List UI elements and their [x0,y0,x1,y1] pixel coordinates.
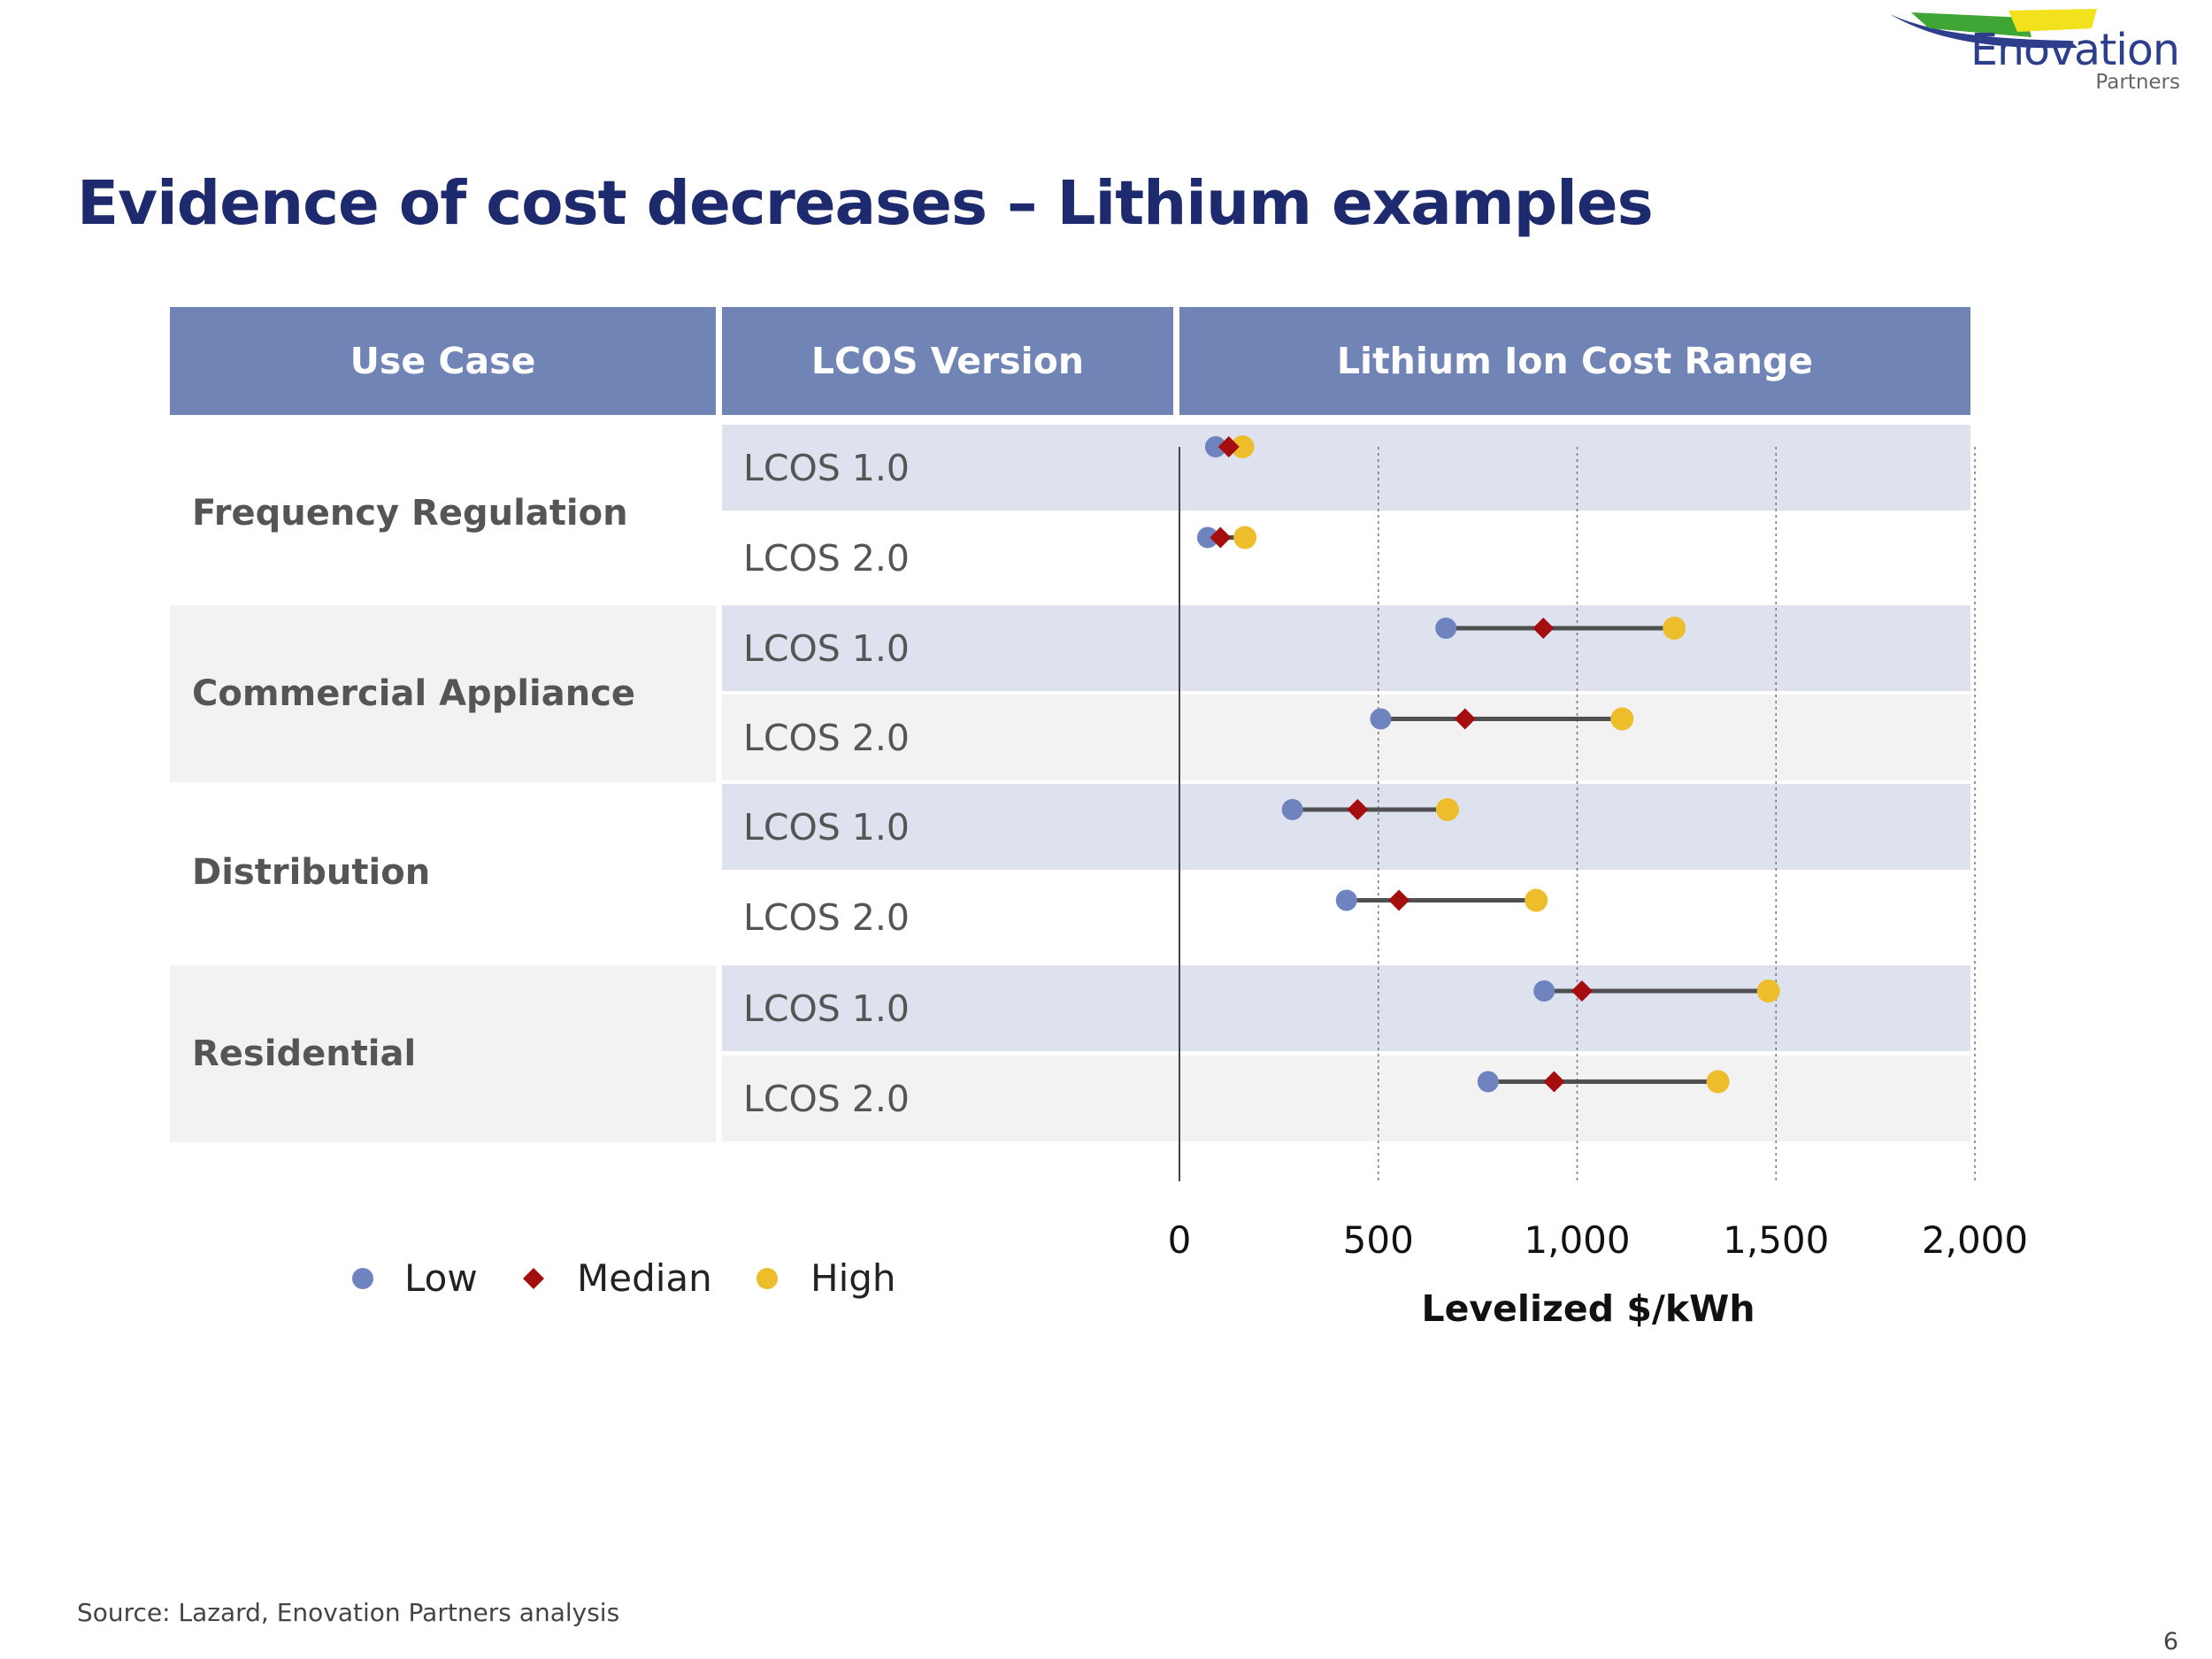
header-lcos-version: LCOS Version [722,307,1173,415]
logo-swoosh-blue [1890,14,2078,49]
use-case-commercial-appliance: Commercial Appliance [170,605,716,782]
x-tick-label: 1,500 [1723,1218,1830,1262]
high-point [1663,617,1686,640]
row-bg-8 [722,1056,1970,1141]
high-point [1231,435,1255,458]
x-tick-label: 2,000 [1921,1218,2029,1262]
source-note: Source: Lazard, Enovation Partners analy… [77,1598,620,1627]
x-axis-label: Levelized $/kWh [1421,1287,1755,1330]
logo-swoosh-green [1911,12,2032,37]
version-label: LCOS 1.0 [743,987,910,1030]
high-point [1435,798,1459,821]
low-point [1477,1071,1499,1093]
logo-swoosh-yellow [2008,9,2097,32]
version-label: LCOS 2.0 [743,536,910,580]
median-point [1532,618,1555,639]
high-point [1525,888,1548,912]
median-point [1347,799,1369,820]
version-label: LCOS 1.0 [743,805,910,849]
high-point [1233,526,1257,549]
row-bg-5 [722,784,1970,870]
low-point [1533,980,1555,1002]
median-point [1388,889,1410,911]
high-point [1756,979,1780,1002]
median-point [1210,526,1232,549]
low-point [1204,436,1226,457]
low-point [1370,708,1392,730]
row-bg-3 [722,605,1970,691]
enovation-logo [1890,9,2097,49]
x-tick-label: 1,000 [1524,1218,1631,1262]
row-bg-6 [722,874,1970,960]
version-label: LCOS 2.0 [743,1077,910,1120]
header-use-case: Use Case [170,307,716,415]
circle-icon [757,1267,778,1289]
low-point [1196,526,1218,549]
high-point [1610,707,1634,731]
use-case-residential: Residential [170,965,716,1142]
diamond-icon [523,1267,544,1289]
legend-median: Median [520,1256,712,1300]
logo-subtitle: Partners [2095,71,2180,94]
use-case-frequency-regulation: Frequency Regulation [170,425,716,602]
version-label: LCOS 2.0 [743,716,910,759]
legend-high-label: High [810,1256,896,1300]
median-point [1454,708,1476,730]
median-point [1543,1071,1565,1093]
legend-high: High [754,1256,896,1300]
low-point [1435,618,1457,639]
low-point [1335,889,1357,911]
logo-wordmark: Enovation [1970,25,2180,75]
legend-low: Low [349,1256,478,1300]
high-point [1706,1070,1730,1094]
circle-icon [352,1267,373,1289]
median-point [1217,436,1240,457]
legend-median-label: Median [577,1256,712,1300]
row-bg-2 [722,515,1970,601]
use-case-distribution: Distribution [170,784,716,961]
version-label: LCOS 1.0 [743,626,910,670]
x-tick-label: 500 [1342,1218,1414,1262]
row-bg-4 [722,695,1970,780]
row-bg-7 [722,965,1970,1051]
legend-low-label: Low [404,1256,478,1300]
median-point [1571,980,1593,1002]
version-label: LCOS 2.0 [743,895,910,939]
page-title: Evidence of cost decreases – Lithium exa… [77,168,1654,239]
row-bg-1 [722,425,1970,511]
low-point [1281,799,1303,820]
x-tick-label: 0 [1167,1218,1192,1262]
header-cost-range: Lithium Ion Cost Range [1179,307,1970,415]
page-number: 6 [2162,1628,2178,1655]
version-label: LCOS 1.0 [743,446,910,489]
